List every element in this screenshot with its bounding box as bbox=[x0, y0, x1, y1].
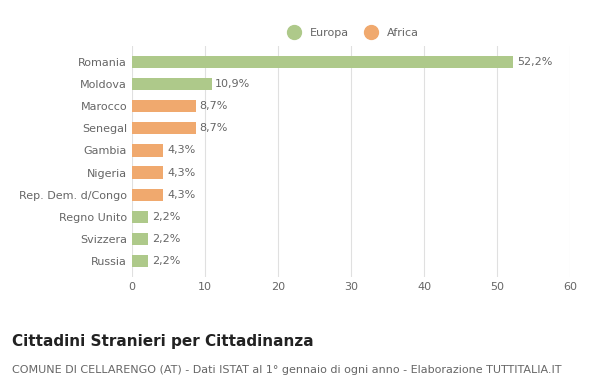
Text: COMUNE DI CELLARENGO (AT) - Dati ISTAT al 1° gennaio di ogni anno - Elaborazione: COMUNE DI CELLARENGO (AT) - Dati ISTAT a… bbox=[12, 365, 562, 375]
Bar bbox=[132, 100, 196, 112]
Legend: Europa, Africa: Europa, Africa bbox=[279, 23, 423, 42]
Bar bbox=[132, 166, 163, 179]
Text: 8,7%: 8,7% bbox=[199, 124, 227, 133]
Bar bbox=[132, 255, 148, 267]
Bar bbox=[132, 56, 513, 68]
Bar bbox=[132, 144, 163, 157]
Text: 2,2%: 2,2% bbox=[152, 234, 180, 244]
Text: Cittadini Stranieri per Cittadinanza: Cittadini Stranieri per Cittadinanza bbox=[12, 334, 314, 349]
Text: 10,9%: 10,9% bbox=[215, 79, 250, 89]
Text: 52,2%: 52,2% bbox=[517, 57, 552, 67]
Bar bbox=[132, 122, 196, 135]
Text: 2,2%: 2,2% bbox=[152, 212, 180, 222]
Text: 2,2%: 2,2% bbox=[152, 256, 180, 266]
Text: 8,7%: 8,7% bbox=[199, 101, 227, 111]
Bar bbox=[132, 78, 212, 90]
Text: 4,3%: 4,3% bbox=[167, 168, 195, 177]
Text: 4,3%: 4,3% bbox=[167, 190, 195, 200]
Text: 4,3%: 4,3% bbox=[167, 146, 195, 155]
Bar bbox=[132, 188, 163, 201]
Bar bbox=[132, 233, 148, 245]
Bar bbox=[132, 211, 148, 223]
